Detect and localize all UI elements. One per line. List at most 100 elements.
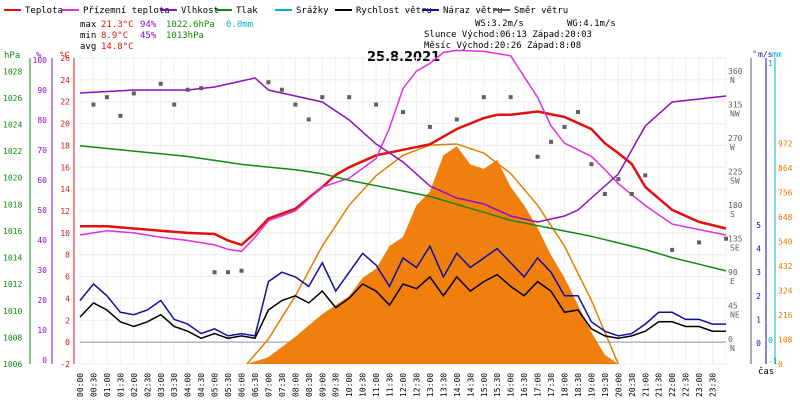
x-tick-1: 00:30 [89, 373, 98, 397]
x-tick-43: 21:30 [655, 373, 664, 397]
x-tick-18: 09:00 [318, 373, 327, 397]
hpa-tick-2: 1010 [3, 307, 22, 316]
wind-dir-point-22 [508, 95, 513, 100]
percent-unit-label: % [36, 51, 42, 61]
hpa-tick-9: 1024 [3, 121, 22, 130]
x-tick-34: 17:00 [534, 373, 543, 397]
x-tick-9: 04:30 [197, 373, 206, 397]
degree-tick-3: 135 [728, 234, 743, 243]
series-line-4 [79, 273, 726, 340]
x-tick-41: 20:30 [628, 373, 637, 397]
wind-dir-point-11 [266, 80, 271, 85]
percent-tick-4: 40 [37, 236, 47, 245]
degree-dir-8: N [730, 76, 735, 85]
wind-dir-point-17 [374, 102, 379, 107]
ms-tick-4: 4 [756, 245, 761, 254]
percent-tick-0: 0 [42, 356, 47, 365]
celsius-unit-label: °C [59, 51, 70, 61]
stat-max-hum: 94% [140, 20, 157, 30]
x-tick-30: 15:00 [480, 373, 489, 397]
percent-tick-10: 100 [33, 56, 48, 65]
stat-min-press: 1013hPa [166, 31, 204, 41]
degree-dir-1: NE [730, 310, 740, 319]
celsius-tick-7: 12 [60, 207, 70, 216]
wm2-tick-6: 648 [778, 213, 793, 222]
wind-dir-point-26 [575, 110, 580, 115]
wind-dir-point-0 [91, 102, 96, 107]
legend-label-5: Rychlost větru [356, 6, 432, 16]
celsius-tick-1: 0 [65, 338, 70, 347]
x-tick-16: 08:00 [291, 373, 300, 397]
hpa-tick-3: 1012 [3, 280, 22, 289]
degree-tick-0: 0 [728, 335, 733, 344]
stats-block: max 21.3°C 94% 1022.6hPa 0.0mm min 8.9°C… [80, 19, 616, 52]
series-line-5 [79, 244, 726, 337]
wm2-tick-9: 972 [778, 140, 793, 149]
x-tick-36: 18:00 [561, 373, 570, 397]
hpa-tick-5: 1016 [3, 227, 22, 236]
degree-tick-7: 315 [728, 100, 743, 109]
wind-dir-point-15 [320, 95, 325, 100]
wm2-tick-4: 432 [778, 262, 793, 271]
celsius-tick-8: 14 [60, 185, 70, 194]
celsius-tick-13: 24 [60, 76, 70, 85]
hpa-tick-8: 1022 [3, 147, 22, 156]
degree-tick-8: 360 [728, 67, 743, 76]
hpa-tick-1: 1008 [3, 333, 22, 342]
x-tick-31: 15:30 [493, 373, 502, 397]
degree-tick-4: 180 [728, 201, 743, 210]
wind-dir-point-30 [629, 192, 634, 196]
degree-dir-0: N [730, 344, 735, 353]
wind-dir-point-29 [616, 177, 621, 182]
x-tick-7: 03:30 [170, 373, 179, 397]
hpa-tick-4: 1014 [3, 254, 22, 263]
x-tick-20: 10:00 [345, 373, 354, 397]
wm2-tick-1: 108 [778, 336, 793, 345]
legend-label-0: Teplota [25, 6, 63, 16]
x-tick-0: 00:00 [76, 373, 85, 397]
x-tick-10: 05:00 [211, 373, 220, 397]
wind-dir-point-2 [118, 113, 123, 118]
hpa-tick-7: 1020 [3, 174, 22, 183]
wind-dir-point-20 [454, 117, 459, 122]
percent-tick-5: 50 [37, 206, 47, 215]
x-tick-27: 13:30 [439, 373, 448, 397]
stat-min-label: min [80, 31, 96, 41]
stat-min-hum: 45% [140, 31, 157, 41]
x-tick-28: 14:00 [453, 373, 462, 397]
legend: Teplota Přízemní teplota Vlhkost Tlak Srážky… [4, 6, 568, 16]
celsius-tick-12: 22 [60, 98, 70, 107]
left-axes: 1006100810101012101410161018102010221024… [3, 54, 75, 369]
legend-label-3: Tlak [236, 6, 258, 16]
wm2-tick-8: 864 [778, 164, 793, 173]
degree-dir-4: S [730, 210, 735, 219]
x-tick-33: 16:30 [520, 373, 529, 397]
x-tick-4: 02:00 [130, 373, 139, 397]
hpa-unit-label: hPa [4, 51, 20, 61]
mm-tick-0: -1 [768, 357, 778, 366]
x-tick-15: 07:30 [278, 373, 287, 397]
percent-tick-9: 90 [37, 86, 47, 95]
x-tick-38: 19:00 [587, 373, 596, 397]
percent-tick-2: 20 [37, 296, 47, 305]
degree-tick-5: 225 [728, 167, 743, 176]
x-tick-24: 12:00 [399, 373, 408, 397]
hpa-tick-0: 1006 [3, 360, 22, 369]
wind-dir-point-13 [293, 102, 298, 107]
wind-dir-point-24 [549, 139, 554, 144]
x-tick-19: 09:30 [332, 373, 341, 397]
x-tick-46: 23:00 [695, 373, 704, 397]
x-tick-22: 11:00 [372, 373, 381, 397]
x-tick-44: 22:00 [668, 373, 677, 397]
wind-dir-point-18 [401, 110, 405, 115]
wind-dir-point-4 [158, 81, 163, 86]
legend-label-4: Srážky [296, 6, 329, 16]
x-tick-13: 06:30 [251, 373, 260, 397]
legend-label-6: Náraz větru [443, 6, 503, 16]
wm2-tick-3: 324 [778, 287, 793, 296]
series-line-3 [79, 145, 727, 272]
wind-dir-point-23 [535, 154, 540, 159]
celsius-tick-3: 4 [65, 294, 70, 303]
mm-tick-2: 1 [768, 59, 773, 68]
